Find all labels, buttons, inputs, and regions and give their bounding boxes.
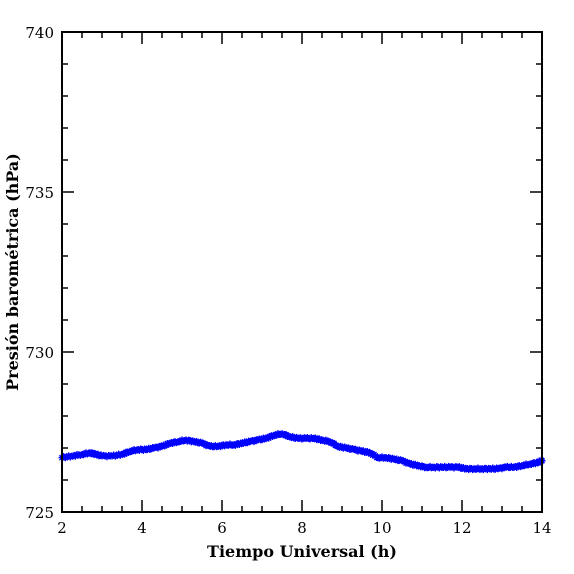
x-tick-label: 6 bbox=[217, 519, 227, 537]
data-marker bbox=[517, 463, 525, 471]
data-marker bbox=[157, 442, 165, 450]
data-marker bbox=[437, 463, 445, 471]
data-marker bbox=[269, 433, 277, 441]
data-marker bbox=[116, 451, 124, 459]
y-tick-labels: 725 730 735 740 bbox=[25, 24, 54, 522]
x-tick-label: 2 bbox=[57, 519, 67, 537]
data-marker bbox=[389, 454, 397, 462]
data-marker bbox=[325, 438, 333, 446]
data-marker bbox=[253, 436, 261, 444]
data-marker bbox=[509, 464, 517, 472]
data-marker bbox=[381, 454, 389, 462]
y-tick-label: 730 bbox=[25, 344, 54, 362]
y-tick-label: 735 bbox=[25, 184, 54, 202]
data-marker bbox=[66, 453, 74, 461]
x-tick-label: 10 bbox=[372, 519, 391, 537]
x-tick-labels: 2 4 6 8 10 12 14 bbox=[57, 519, 551, 537]
x-tick-label: 8 bbox=[297, 519, 307, 537]
data-marker bbox=[397, 456, 405, 464]
x-tick-label: 4 bbox=[137, 519, 147, 537]
data-marker bbox=[165, 440, 173, 448]
data-marker bbox=[285, 432, 293, 440]
data-marker bbox=[197, 438, 205, 446]
series-fill-markers bbox=[60, 430, 545, 474]
data-marker bbox=[293, 433, 301, 441]
data-marker bbox=[125, 448, 133, 456]
x-axis-label: Tiempo Universal (h) bbox=[207, 542, 397, 561]
data-marker bbox=[485, 464, 493, 472]
y-tick-label: 740 bbox=[25, 24, 54, 42]
plot-frame bbox=[61, 31, 543, 513]
data-marker bbox=[261, 435, 269, 443]
data-marker bbox=[173, 439, 181, 447]
data-marker bbox=[221, 442, 229, 450]
data-marker bbox=[213, 443, 221, 451]
x-tick-label: 14 bbox=[532, 519, 551, 537]
data-marker bbox=[373, 454, 381, 462]
y-axis-label: Presión barométrica (hPa) bbox=[3, 153, 22, 391]
y-tick-label: 725 bbox=[25, 504, 54, 522]
data-marker bbox=[106, 452, 114, 460]
data-marker bbox=[189, 437, 197, 445]
data-series bbox=[58, 430, 546, 474]
x-tick-label: 12 bbox=[452, 519, 471, 537]
data-marker bbox=[341, 443, 349, 451]
